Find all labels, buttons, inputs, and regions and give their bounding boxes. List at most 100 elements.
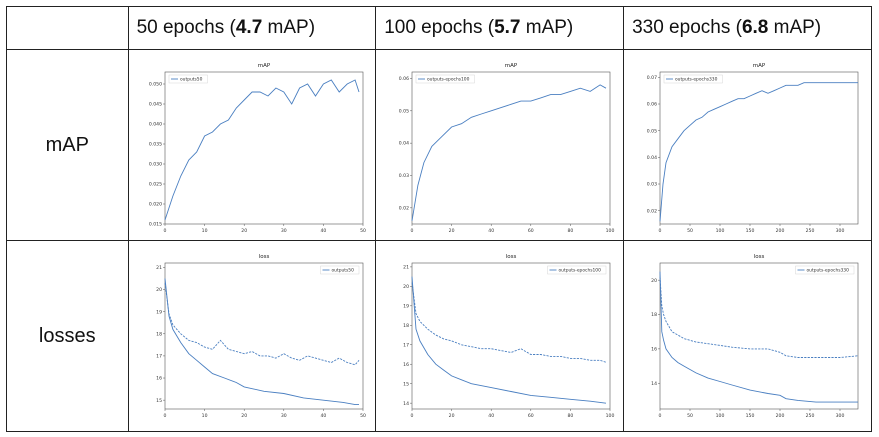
chart-legend: outputs-epochs100 bbox=[547, 265, 607, 275]
y-tick-label: 0.06 bbox=[399, 76, 409, 82]
y-tick-label: 0.04 bbox=[399, 141, 409, 147]
column-title-50: 50 epochs (4.7 mAP) bbox=[136, 17, 316, 38]
map-row: mAP mAP 0 10 20 30 40 50 0.015 0.020 0.025 0.030 0.… bbox=[6, 49, 872, 241]
loss-chart-cell-330: loss 0 50 100 150 200 250 300 14 16 18 20 outputs-ep… bbox=[623, 240, 872, 432]
x-tick-label: 0 bbox=[659, 228, 662, 234]
x-tick-label: 150 bbox=[746, 228, 755, 234]
map-chart-330: mAP 0 50 100 150 200 250 300 0.02 0.03 0.04 0.05 0.0… bbox=[647, 63, 859, 234]
x-tick-label: 20 bbox=[449, 413, 455, 419]
x-tick-label: 50 bbox=[360, 228, 366, 234]
y-tick-label: 0.050 bbox=[148, 82, 161, 88]
x-tick-label: 250 bbox=[806, 413, 815, 419]
x-tick-label: 20 bbox=[241, 413, 247, 419]
x-tick-label: 40 bbox=[488, 228, 494, 234]
x-tick-label: 0 bbox=[659, 413, 662, 419]
y-tick-label: 19 bbox=[403, 303, 409, 309]
chart-title: mAP bbox=[505, 63, 518, 69]
series-line bbox=[411, 276, 607, 404]
x-tick-label: 30 bbox=[280, 413, 286, 419]
legend-box bbox=[416, 74, 475, 84]
chart-title: loss bbox=[506, 254, 517, 260]
y-tick-label: 0.05 bbox=[399, 108, 409, 114]
plot-frame bbox=[164, 262, 363, 410]
x-tick-label: 0 bbox=[163, 228, 166, 234]
y-tick-label: 19 bbox=[156, 309, 162, 315]
x-tick-label: 0 bbox=[411, 228, 414, 234]
plot-frame bbox=[659, 262, 859, 410]
y-tick-label: 15 bbox=[156, 398, 162, 404]
x-tick-label: 100 bbox=[716, 413, 725, 419]
y-tick-label: 17 bbox=[403, 342, 409, 348]
y-tick-label: 14 bbox=[651, 381, 657, 387]
y-tick-label: 16 bbox=[156, 376, 162, 382]
y-tick-label: 0.020 bbox=[148, 202, 161, 208]
x-tick-label: 80 bbox=[568, 413, 574, 419]
chart-title: mAP bbox=[753, 63, 766, 69]
x-tick-label: 0 bbox=[411, 413, 414, 419]
y-tick-label: 0.015 bbox=[148, 222, 161, 228]
row-label-map: mAP bbox=[6, 49, 129, 241]
legend-label: outputs50 bbox=[331, 268, 354, 274]
y-tick-label: 0.02 bbox=[399, 205, 409, 211]
legend-box bbox=[547, 265, 607, 275]
x-tick-label: 100 bbox=[606, 228, 615, 234]
plot-frame bbox=[411, 262, 611, 410]
plot-frame bbox=[659, 71, 859, 225]
legend-label: outputs-epochs100 bbox=[559, 268, 602, 274]
x-tick-label: 100 bbox=[606, 413, 615, 419]
y-tick-label: 20 bbox=[403, 284, 409, 290]
x-tick-label: 60 bbox=[528, 228, 534, 234]
x-tick-label: 300 bbox=[836, 413, 845, 419]
y-tick-label: 17 bbox=[156, 354, 162, 360]
y-tick-label: 0.04 bbox=[647, 155, 657, 161]
x-tick-label: 10 bbox=[201, 413, 207, 419]
plot-frame bbox=[411, 71, 611, 225]
x-tick-label: 40 bbox=[488, 413, 494, 419]
header-cell-50: 50 epochs (4.7 mAP) bbox=[127, 6, 377, 50]
x-tick-label: 50 bbox=[687, 413, 693, 419]
x-tick-label: 200 bbox=[776, 228, 785, 234]
map-chart-cell-50: mAP 0 10 20 30 40 50 0.015 0.020 0.025 0.030 0.035 0… bbox=[127, 49, 377, 241]
series-line-dashed bbox=[411, 282, 607, 363]
legend-box bbox=[795, 265, 855, 275]
column-title-100: 100 epochs (5.7 mAP) bbox=[384, 17, 574, 38]
series-line bbox=[659, 82, 859, 222]
y-tick-label: 0.03 bbox=[399, 173, 409, 179]
legend-label: outputs-epochs330 bbox=[807, 268, 850, 274]
loss-chart-330: loss 0 50 100 150 200 250 300 14 16 18 20 outputs-ep… bbox=[651, 254, 859, 419]
map-chart-50: mAP 0 10 20 30 40 50 0.015 0.020 0.025 0.030 0.035 0… bbox=[148, 63, 366, 234]
legend-label: outputs-epochs100 bbox=[427, 77, 470, 83]
x-tick-label: 300 bbox=[836, 228, 845, 234]
loss-chart-50: loss 0 10 20 30 40 50 15 16 17 18 19 20 21 outputs50 bbox=[156, 254, 366, 419]
x-tick-label: 40 bbox=[320, 413, 326, 419]
chart-legend: outputs50 bbox=[168, 74, 208, 84]
y-tick-label: 18 bbox=[651, 312, 657, 318]
series-line bbox=[164, 79, 359, 221]
x-tick-label: 30 bbox=[280, 228, 286, 234]
map-chart-cell-100: mAP 0 20 40 60 80 100 0.02 0.03 0.04 0.05 0.06 outpu… bbox=[375, 49, 625, 241]
x-tick-label: 100 bbox=[716, 228, 725, 234]
y-tick-label: 0.05 bbox=[647, 128, 657, 134]
y-tick-label: 16 bbox=[403, 362, 409, 368]
y-tick-label: 20 bbox=[651, 278, 657, 284]
y-tick-label: 0.030 bbox=[148, 162, 161, 168]
legend-box bbox=[319, 265, 359, 275]
y-tick-label: 18 bbox=[403, 323, 409, 329]
y-tick-label: 20 bbox=[156, 287, 162, 293]
column-title-330: 330 epochs (6.8 mAP) bbox=[632, 17, 822, 38]
row-label-losses: losses bbox=[6, 240, 129, 432]
plot-frame bbox=[164, 71, 363, 225]
chart-legend: outputs-epochs100 bbox=[416, 74, 475, 84]
x-tick-label: 40 bbox=[320, 228, 326, 234]
loss-chart-100: loss 0 20 40 60 80 100 14 15 16 17 18 19 20 21 outputs-… bbox=[403, 254, 615, 419]
y-tick-label: 0.045 bbox=[148, 102, 161, 108]
header-cell-100: 100 epochs (5.7 mAP) bbox=[375, 6, 625, 50]
y-tick-label: 0.06 bbox=[647, 102, 657, 108]
y-tick-label: 0.040 bbox=[148, 122, 161, 128]
y-tick-label: 21 bbox=[403, 264, 409, 270]
legend-label: outputs50 bbox=[180, 77, 203, 83]
y-tick-label: 16 bbox=[651, 346, 657, 352]
y-tick-label: 14 bbox=[403, 401, 409, 407]
x-tick-label: 200 bbox=[776, 413, 785, 419]
x-tick-label: 20 bbox=[449, 228, 455, 234]
